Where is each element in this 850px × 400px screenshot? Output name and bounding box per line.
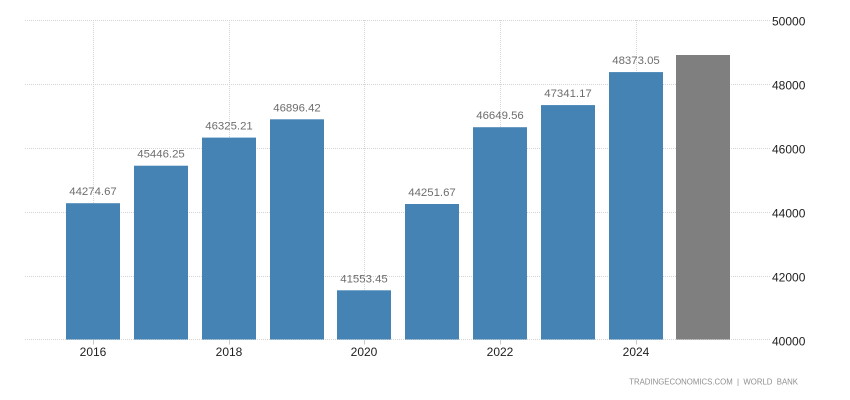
svg-text:TRADINGECONOMICS.COM | WORLD: TRADINGECONOMICS.COM | WORLD BANK (629, 378, 799, 387)
svg-text:46000: 46000 (772, 143, 806, 157)
svg-text:40000: 40000 (772, 335, 806, 349)
svg-text:41553.45: 41553.45 (340, 273, 388, 285)
svg-text:46896.42: 46896.42 (273, 102, 321, 114)
svg-text:45446.25: 45446.25 (137, 149, 185, 161)
svg-text:48373.05: 48373.05 (612, 55, 660, 67)
svg-text:50000: 50000 (772, 15, 806, 29)
svg-text:2018: 2018 (216, 345, 243, 359)
svg-text:44251.67: 44251.67 (408, 187, 456, 199)
svg-text:48000: 48000 (772, 79, 806, 93)
svg-text:2016: 2016 (80, 345, 107, 359)
svg-text:42000: 42000 (772, 271, 806, 285)
svg-text:2020: 2020 (351, 345, 378, 359)
svg-text:44000: 44000 (772, 207, 806, 221)
svg-text:2022: 2022 (487, 345, 514, 359)
svg-text:46649.56: 46649.56 (476, 110, 524, 122)
svg-text:44274.67: 44274.67 (69, 186, 117, 198)
svg-text:47341.17: 47341.17 (544, 88, 592, 100)
svg-text:2024: 2024 (623, 345, 650, 359)
svg-text:46325.21: 46325.21 (205, 121, 253, 133)
